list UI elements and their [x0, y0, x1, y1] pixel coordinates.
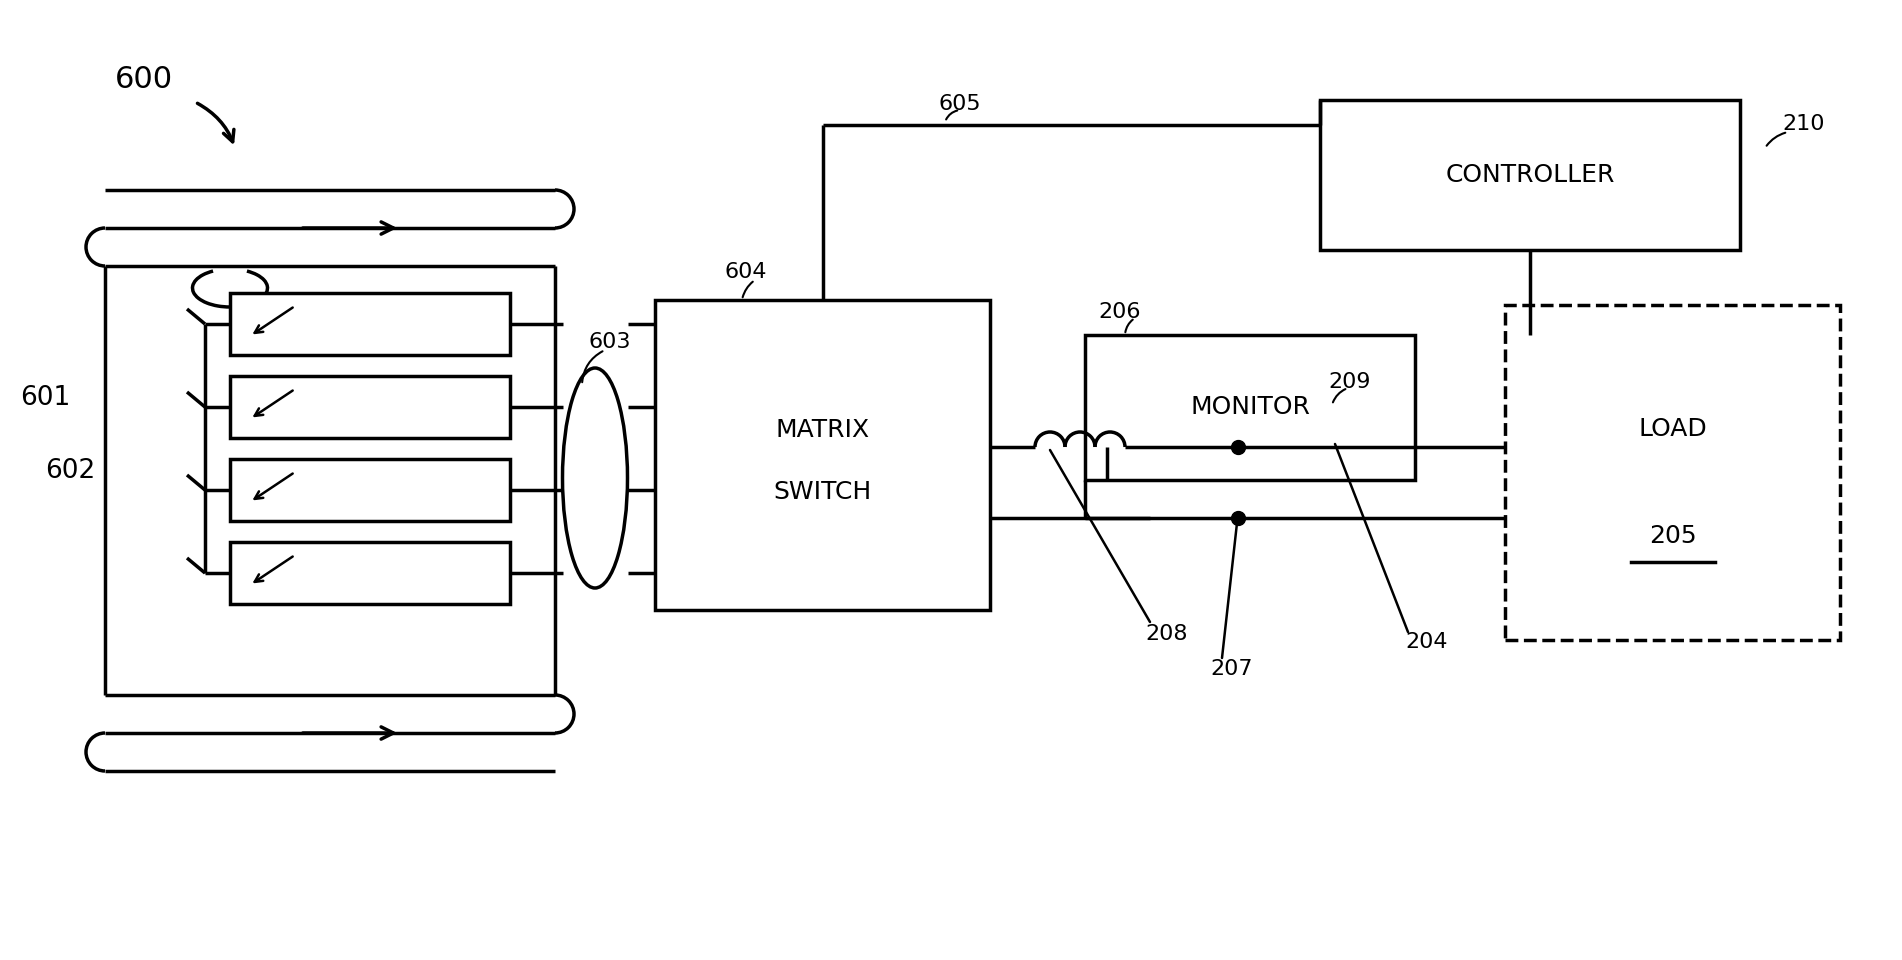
Bar	[230, 459, 510, 521]
Bar	[230, 293, 510, 355]
Text: MONITOR: MONITOR	[1191, 396, 1310, 420]
Point	[1223, 511, 1253, 526]
Text: 209: 209	[1328, 372, 1371, 392]
Bar	[654, 300, 991, 610]
Bar	[1084, 335, 1415, 480]
Text: 603: 603	[588, 332, 630, 352]
Text: 604: 604	[725, 262, 768, 282]
Bar	[230, 542, 510, 604]
Text: 600: 600	[114, 65, 173, 94]
Bar	[1504, 305, 1839, 640]
Bar	[230, 376, 510, 438]
Text: 206: 206	[1097, 302, 1141, 322]
Text: CONTROLLER: CONTROLLER	[1446, 163, 1615, 187]
Text: MATRIX: MATRIX	[776, 419, 869, 443]
Text: 208: 208	[1145, 624, 1187, 644]
Text: LOAD: LOAD	[1638, 417, 1706, 441]
Text: 205: 205	[1649, 524, 1697, 548]
Text: 210: 210	[1782, 114, 1824, 134]
Point	[1223, 440, 1253, 455]
Text: 602: 602	[46, 458, 95, 484]
Text: 601: 601	[21, 385, 70, 411]
Text: SWITCH: SWITCH	[774, 480, 871, 504]
Bar	[1320, 100, 1740, 250]
Text: 204: 204	[1406, 632, 1447, 652]
Text: 207: 207	[1210, 659, 1253, 679]
Text: 605: 605	[938, 94, 981, 114]
